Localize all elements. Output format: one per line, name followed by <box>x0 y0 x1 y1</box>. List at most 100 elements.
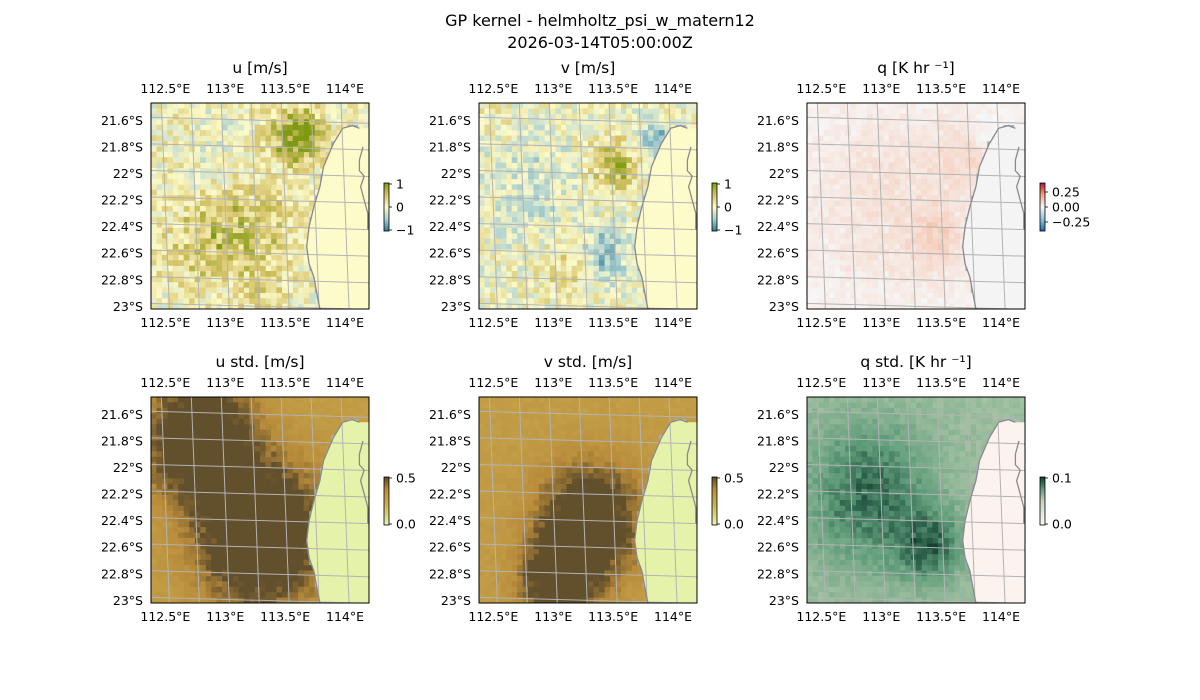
land-area <box>962 125 1025 309</box>
graticule <box>479 397 697 603</box>
axes-frame <box>806 102 1026 310</box>
lon-tick-top: 113°E <box>862 375 900 390</box>
lat-tick: 23°S <box>113 299 143 314</box>
lat-tick: 22°S <box>113 460 143 475</box>
heatmap-cells <box>151 103 369 309</box>
coastline <box>634 124 688 309</box>
colorbar: 0.5 0.0 <box>711 471 744 532</box>
heatmap-cells <box>479 103 697 309</box>
lat-tick: 22.6°S <box>429 246 471 261</box>
panel-q_std: q std. [K hr ⁻¹] 112.5°E 112.5°E 113°E 113°E… <box>757 353 1072 624</box>
coastline-cape <box>686 146 697 230</box>
panel-v: v [m/s]112.5°E112.5°E113°E113°E113.5°E11… <box>429 59 742 330</box>
panel-v_std: v std. [m/s] 112.5°E 112.5°E 113°E 113°E 113.… <box>429 353 744 624</box>
lon-tick-top: 114°E <box>654 81 692 96</box>
lon-tick-top: 112.5°E <box>140 81 190 96</box>
lon-tick-top: 112.5°E <box>468 375 518 390</box>
lat-tick: 22.2°S <box>757 487 799 502</box>
lon-tick-top: 114°E <box>654 375 692 390</box>
lon-tick-top: 113.5°E <box>588 81 638 96</box>
lon-tick-top: 114°E <box>326 81 364 96</box>
lon-tick-top: 113.5°E <box>916 375 966 390</box>
graticule <box>151 397 369 603</box>
graticule <box>807 103 1025 309</box>
colorbar-tick: −1 <box>724 223 742 238</box>
graticule <box>807 397 1025 603</box>
lon-tick-bottom: 113.5°E <box>588 315 638 330</box>
lon-tick-top: 112.5°E <box>796 375 846 390</box>
lon-tick-bottom: 113°E <box>206 609 244 624</box>
lat-tick: 22°S <box>769 460 799 475</box>
lon-tick-top: 113°E <box>206 81 244 96</box>
lat-tick: 22°S <box>113 166 143 181</box>
colorbar-tick: 0.1 <box>1052 471 1072 486</box>
lat-tick: 23°S <box>769 299 799 314</box>
lon-tick-bottom: 113.5°E <box>260 315 310 330</box>
panel-q: q [K hr ⁻¹] 112.5°E 112.5°E 113°E 113°E 113.5… <box>757 59 1090 330</box>
lat-tick: 23°S <box>441 593 471 608</box>
colorbar-tick: 0 <box>724 200 732 215</box>
lon-tick-bottom: 114°E <box>326 609 364 624</box>
lon-tick-top: 113°E <box>862 81 900 96</box>
land-area <box>962 419 1025 603</box>
colorbar: 0.250.00−0.25 <box>1039 182 1090 232</box>
lat-tick: 21.6°S <box>757 113 799 128</box>
lon-tick-bottom: 114°E <box>982 315 1020 330</box>
lat-tick: 21.8°S <box>757 433 799 448</box>
colorbar-tick: −0.25 <box>1052 215 1090 230</box>
lon-tick-top: 112.5°E <box>796 81 846 96</box>
coastline-cape <box>358 146 369 230</box>
lon-tick-bottom: 114°E <box>326 315 364 330</box>
colorbar: 1 0 −1 <box>711 177 742 238</box>
lat-tick: 21.6°S <box>429 407 471 422</box>
lat-tick: 21.8°S <box>101 139 143 154</box>
axes-frame <box>150 102 370 310</box>
lat-tick: 22.6°S <box>757 246 799 261</box>
graticule <box>151 103 369 309</box>
lon-tick-top: 113.5°E <box>916 81 966 96</box>
panel-title: q std. [K hr ⁻¹] <box>860 353 971 371</box>
heatmap-cells <box>479 397 697 603</box>
land-area <box>306 419 369 603</box>
colorbar-tick: 0.0 <box>1052 517 1072 532</box>
lat-tick: 22.4°S <box>429 219 471 234</box>
lon-tick-bottom: 112.5°E <box>796 609 846 624</box>
lat-tick: 22.8°S <box>757 566 799 581</box>
lon-tick-top: 114°E <box>982 375 1020 390</box>
coastline-cape <box>358 440 369 524</box>
lon-tick-top: 113°E <box>534 375 572 390</box>
lat-tick: 23°S <box>769 593 799 608</box>
lat-tick: 21.8°S <box>757 139 799 154</box>
panel-title: q [K hr ⁻¹] <box>877 59 954 77</box>
coastline <box>962 124 1016 309</box>
colorbar-tick: 0.5 <box>724 471 744 486</box>
coastline-cape <box>686 440 697 524</box>
lat-tick: 22.4°S <box>757 513 799 528</box>
graticule <box>479 103 697 309</box>
lon-tick-bottom: 112.5°E <box>468 315 518 330</box>
colorbar-tick: 0 <box>396 200 404 215</box>
lat-tick: 21.8°S <box>101 433 143 448</box>
lon-tick-top: 113°E <box>206 375 244 390</box>
lon-tick-top: 112.5°E <box>140 375 190 390</box>
lon-tick-bottom: 112.5°E <box>796 315 846 330</box>
lat-tick: 22°S <box>441 460 471 475</box>
lat-tick: 21.6°S <box>101 113 143 128</box>
coastline <box>962 418 1016 603</box>
colorbar-tick: 0.0 <box>724 517 744 532</box>
lon-tick-bottom: 113°E <box>534 315 572 330</box>
lat-tick: 22.8°S <box>429 566 471 581</box>
lat-tick: 22.4°S <box>101 219 143 234</box>
lon-tick-bottom: 112.5°E <box>468 609 518 624</box>
lat-tick: 21.8°S <box>429 433 471 448</box>
colorbar: 0.5 0.0 <box>383 471 416 532</box>
lon-tick-bottom: 113.5°E <box>260 609 310 624</box>
coastline <box>306 418 360 603</box>
panel-u: u [m/s]112.5°E112.5°E113°E113°E113.5°E11… <box>101 59 414 330</box>
lon-tick-bottom: 113°E <box>534 609 572 624</box>
colorbar-tick: 1 <box>396 177 404 192</box>
colorbar-tick: 0.00 <box>1052 200 1080 215</box>
panel-title: v [m/s] <box>561 59 616 77</box>
lat-tick: 22.6°S <box>429 540 471 555</box>
lon-tick-top: 114°E <box>982 81 1020 96</box>
